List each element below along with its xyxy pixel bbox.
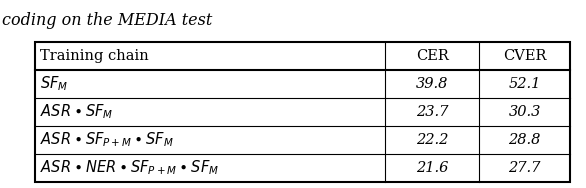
- Text: 52.1: 52.1: [508, 77, 541, 91]
- Text: 21.6: 21.6: [416, 161, 448, 175]
- Text: Training chain: Training chain: [40, 49, 149, 63]
- Text: $ASR \bullet SF_M$: $ASR \bullet SF_M$: [40, 103, 113, 121]
- Bar: [35, 42, 570, 182]
- Text: CVER: CVER: [503, 49, 546, 63]
- Text: CER: CER: [416, 49, 449, 63]
- Text: $ASR \bullet SF_{P+M} \bullet SF_M$: $ASR \bullet SF_{P+M} \bullet SF_M$: [40, 131, 174, 149]
- Text: 28.8: 28.8: [508, 133, 541, 147]
- Text: coding on the MEDIA test: coding on the MEDIA test: [2, 12, 212, 29]
- Text: 30.3: 30.3: [508, 105, 541, 119]
- Text: $SF_M$: $SF_M$: [40, 75, 68, 93]
- Text: 39.8: 39.8: [416, 77, 448, 91]
- Text: 27.7: 27.7: [508, 161, 541, 175]
- Text: 23.7: 23.7: [416, 105, 448, 119]
- Text: $ASR \bullet NER \bullet SF_{P+M} \bullet SF_M$: $ASR \bullet NER \bullet SF_{P+M} \bulle…: [40, 159, 219, 177]
- Text: 22.2: 22.2: [416, 133, 448, 147]
